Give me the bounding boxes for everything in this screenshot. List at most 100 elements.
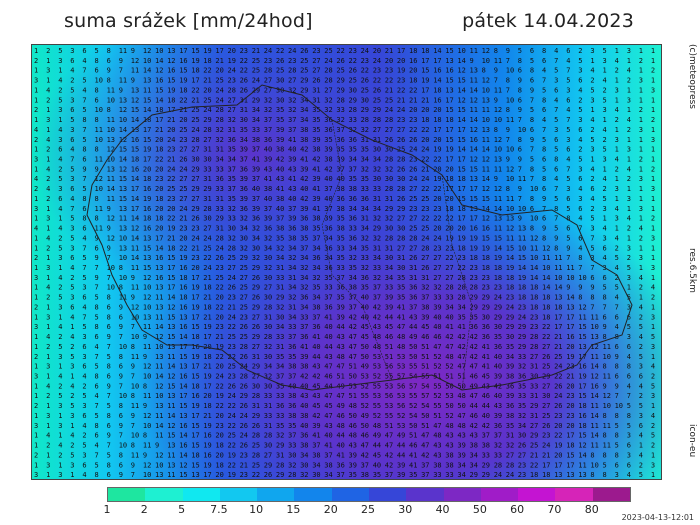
svg-text:14: 14 — [590, 412, 598, 420]
svg-text:10: 10 — [518, 244, 526, 252]
svg-text:35: 35 — [288, 353, 296, 361]
svg-text:34: 34 — [457, 304, 465, 312]
svg-text:37: 37 — [252, 175, 260, 183]
svg-text:24: 24 — [215, 373, 223, 381]
svg-text:24: 24 — [228, 67, 236, 75]
svg-text:6: 6 — [566, 195, 570, 203]
svg-text:41: 41 — [457, 323, 465, 331]
svg-text:37: 37 — [288, 116, 296, 124]
svg-text:23: 23 — [530, 313, 538, 321]
svg-text:22: 22 — [457, 264, 465, 272]
svg-text:6: 6 — [530, 47, 534, 55]
svg-text:1: 1 — [651, 146, 655, 154]
svg-text:28: 28 — [324, 77, 332, 85]
svg-text:42: 42 — [457, 343, 465, 351]
svg-text:36: 36 — [506, 402, 514, 410]
svg-text:5: 5 — [58, 47, 62, 55]
svg-text:4: 4 — [58, 323, 62, 331]
svg-text:13: 13 — [131, 87, 139, 95]
svg-text:4: 4 — [639, 304, 643, 312]
svg-text:33: 33 — [276, 274, 284, 282]
svg-text:38: 38 — [312, 146, 320, 154]
svg-text:8: 8 — [107, 106, 111, 114]
svg-text:35: 35 — [409, 471, 417, 479]
svg-text:24: 24 — [385, 106, 393, 114]
svg-text:6: 6 — [119, 461, 123, 469]
svg-text:21: 21 — [554, 333, 562, 341]
svg-text:3: 3 — [651, 392, 655, 400]
svg-text:17: 17 — [445, 185, 453, 193]
svg-text:37: 37 — [349, 304, 357, 312]
svg-text:17: 17 — [445, 156, 453, 164]
svg-text:30: 30 — [373, 175, 381, 183]
svg-text:24: 24 — [191, 234, 199, 242]
svg-text:34: 34 — [518, 422, 526, 430]
svg-text:52: 52 — [409, 402, 417, 410]
svg-text:2: 2 — [58, 165, 62, 173]
svg-text:30: 30 — [300, 461, 308, 469]
svg-text:10: 10 — [482, 87, 490, 95]
svg-text:36: 36 — [264, 225, 272, 233]
svg-text:3: 3 — [58, 57, 62, 65]
svg-text:37: 37 — [373, 284, 381, 292]
svg-text:38: 38 — [300, 412, 308, 420]
svg-text:38: 38 — [276, 195, 284, 203]
svg-text:21: 21 — [228, 304, 236, 312]
svg-text:30: 30 — [276, 96, 284, 104]
svg-text:17: 17 — [566, 313, 574, 321]
svg-text:26: 26 — [421, 264, 429, 272]
svg-text:2: 2 — [58, 234, 62, 242]
svg-text:14: 14 — [470, 146, 478, 154]
svg-text:42: 42 — [300, 146, 308, 154]
svg-text:51: 51 — [421, 363, 429, 371]
svg-text:4: 4 — [70, 264, 74, 272]
svg-text:30: 30 — [228, 225, 236, 233]
svg-text:10: 10 — [494, 116, 502, 124]
svg-text:13: 13 — [554, 471, 562, 479]
svg-text:51: 51 — [409, 432, 417, 440]
svg-text:18: 18 — [143, 215, 151, 223]
svg-text:19: 19 — [203, 422, 211, 430]
svg-text:37: 37 — [228, 165, 236, 173]
svg-text:23: 23 — [228, 77, 236, 85]
svg-text:9: 9 — [119, 373, 123, 381]
svg-text:51: 51 — [457, 373, 465, 381]
svg-text:36: 36 — [312, 254, 320, 262]
svg-text:5: 5 — [554, 195, 558, 203]
svg-text:20: 20 — [179, 116, 187, 124]
svg-text:8: 8 — [119, 284, 123, 292]
svg-text:1: 1 — [651, 106, 655, 114]
svg-text:7: 7 — [70, 156, 74, 164]
svg-text:5: 5 — [518, 47, 522, 55]
svg-text:3: 3 — [70, 126, 74, 134]
svg-text:42: 42 — [373, 313, 381, 321]
svg-text:22: 22 — [215, 304, 223, 312]
svg-text:20: 20 — [445, 165, 453, 173]
svg-text:2: 2 — [615, 67, 619, 75]
svg-text:4: 4 — [542, 116, 546, 124]
svg-text:8: 8 — [95, 471, 99, 479]
svg-text:8: 8 — [107, 313, 111, 321]
svg-text:24: 24 — [252, 77, 260, 85]
svg-text:6: 6 — [627, 461, 631, 469]
svg-text:38: 38 — [324, 156, 332, 164]
svg-text:6: 6 — [518, 146, 522, 154]
svg-text:3: 3 — [651, 136, 655, 144]
svg-text:27: 27 — [312, 67, 320, 75]
svg-text:1: 1 — [70, 373, 74, 381]
svg-text:1: 1 — [639, 87, 643, 95]
svg-text:5: 5 — [651, 432, 655, 440]
svg-text:52: 52 — [397, 412, 405, 420]
svg-text:3: 3 — [639, 126, 643, 134]
svg-text:1: 1 — [651, 96, 655, 104]
svg-text:47: 47 — [421, 442, 429, 450]
svg-text:25: 25 — [336, 67, 344, 75]
svg-text:20: 20 — [167, 205, 175, 213]
svg-text:36: 36 — [252, 215, 260, 223]
svg-text:16: 16 — [203, 432, 211, 440]
svg-text:6: 6 — [603, 313, 607, 321]
svg-text:46: 46 — [324, 373, 332, 381]
svg-text:3: 3 — [651, 87, 655, 95]
svg-text:6: 6 — [590, 274, 594, 282]
svg-text:31: 31 — [288, 304, 296, 312]
